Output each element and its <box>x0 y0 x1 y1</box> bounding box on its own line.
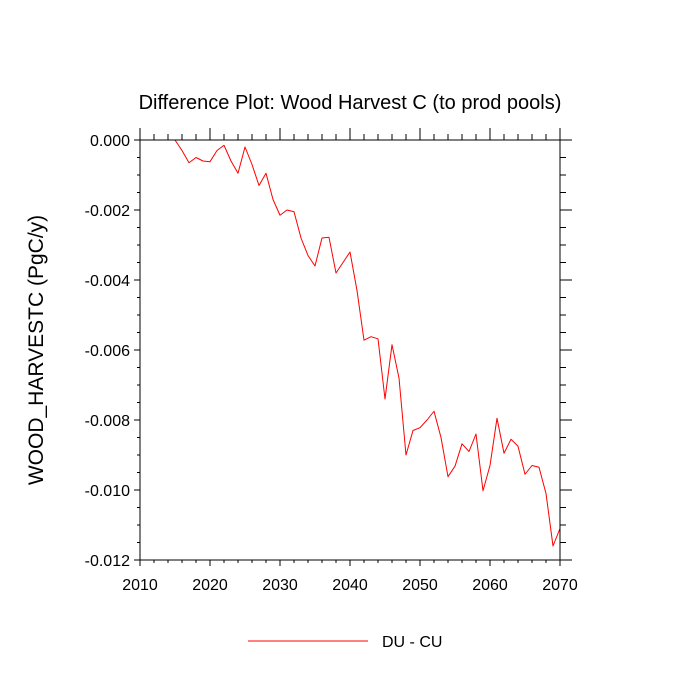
x-tick-label: 2010 <box>122 577 158 594</box>
x-tick-label: 2030 <box>262 577 298 594</box>
y-tick-label: 0.000 <box>90 133 130 150</box>
x-tick-label: 2060 <box>472 577 508 594</box>
y-axis-label: WOOD_HARVESTC (PgC/y) <box>25 215 48 485</box>
y-tick-label: -0.006 <box>85 343 130 360</box>
y-tick-label: -0.010 <box>85 483 130 500</box>
y-tick-label: -0.002 <box>85 203 130 220</box>
x-tick-label: 2050 <box>402 577 438 594</box>
legend-label-du-cu: DU - CU <box>382 634 442 651</box>
axis-tick-labels: 0.000 -0.002 -0.004 -0.006 -0.008 -0.010 -0.01… <box>85 133 578 594</box>
y-tick-label: -0.012 <box>85 553 130 570</box>
x-tick-label: 2020 <box>192 577 228 594</box>
x-tick-label: 2040 <box>332 577 368 594</box>
y-tick-label: -0.004 <box>85 273 130 290</box>
y-tick-label: -0.008 <box>85 413 130 430</box>
axis-ticks <box>134 128 572 566</box>
series-line-du-cu <box>174 139 561 547</box>
legend: DU - CU <box>248 634 442 651</box>
plot-frame <box>139 139 561 561</box>
series-lines <box>174 139 561 547</box>
chart-title: Difference Plot: Wood Harvest C (to prod… <box>139 92 562 114</box>
x-tick-label: 2070 <box>542 577 578 594</box>
